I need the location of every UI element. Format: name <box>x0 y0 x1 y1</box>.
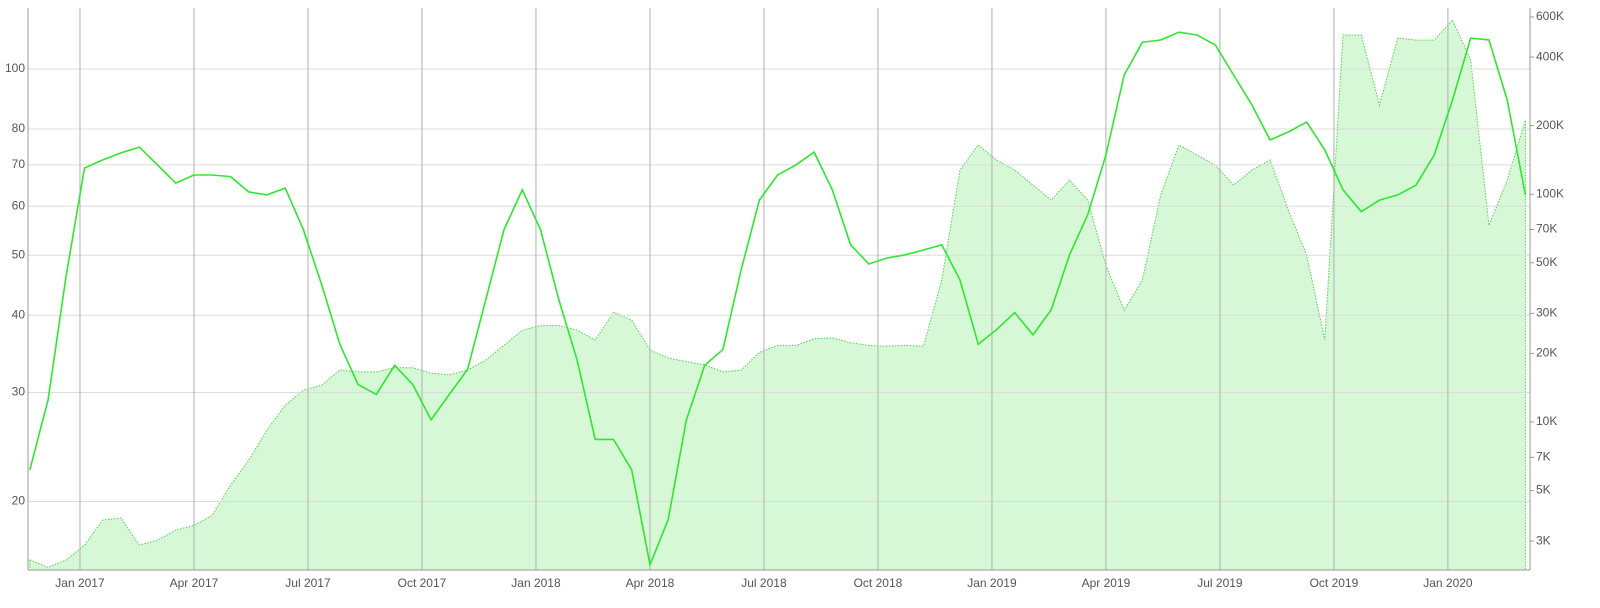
y-tick-label: 80 <box>12 121 26 135</box>
y2-tick-label: 3K <box>1536 533 1551 547</box>
x-tick-label: Apr 2019 <box>1082 576 1131 590</box>
y2-tick-label: 200K <box>1536 118 1564 132</box>
line <box>29 31 1527 568</box>
y-tick-label: 40 <box>12 307 26 321</box>
x-tick-label: Jan 2017 <box>55 576 105 590</box>
y-tick-label: 70 <box>12 157 26 171</box>
y2-tick-label: 7K <box>1536 449 1551 463</box>
y2-tick-label: 30K <box>1536 305 1557 319</box>
x-tick-label: Oct 2018 <box>854 576 903 590</box>
x-tick-label: Apr 2017 <box>170 576 219 590</box>
x-tick-label: Jan 2020 <box>1423 576 1473 590</box>
x-tick-label: Oct 2017 <box>398 576 447 590</box>
x-tick-label: Jan 2018 <box>511 576 561 590</box>
y-tick-label: 60 <box>12 198 26 212</box>
x-tick-label: Oct 2019 <box>1310 576 1359 590</box>
x-tick-label: Jul 2019 <box>1197 576 1243 590</box>
x-tick-label: Apr 2018 <box>626 576 675 590</box>
y2-tick-label: 400K <box>1536 49 1564 63</box>
x-tick-label: Jan 2019 <box>967 576 1017 590</box>
y2-tick-label: 50K <box>1536 255 1557 269</box>
y2-tick-label: 70K <box>1536 222 1557 236</box>
y-tick-label: 50 <box>12 247 26 261</box>
x-tick-label: Jul 2018 <box>741 576 787 590</box>
y2-tick-label: 20K <box>1536 346 1557 360</box>
y-tick-label: 20 <box>12 494 26 508</box>
y2-tick-label: 100K <box>1536 186 1564 200</box>
y-tick-label: 100 <box>5 61 25 75</box>
y2-tick-label: 10K <box>1536 414 1557 428</box>
area <box>29 19 1526 571</box>
x-tick-label: Jul 2017 <box>285 576 331 590</box>
y2-tick-label: 5K <box>1536 483 1551 497</box>
y2-tick-label: 600K <box>1536 9 1564 23</box>
y-tick-label: 30 <box>12 385 26 399</box>
